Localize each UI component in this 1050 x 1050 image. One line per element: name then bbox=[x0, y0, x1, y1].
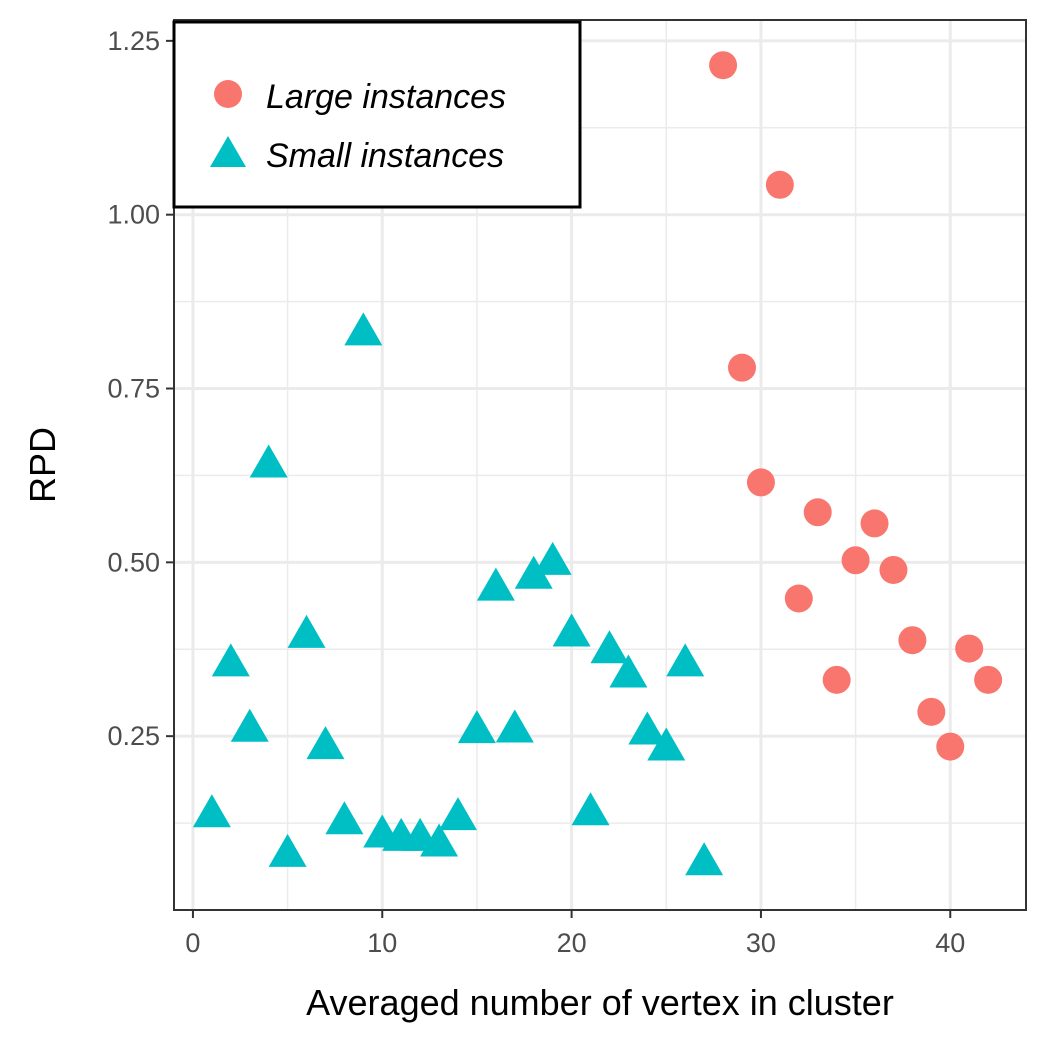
y-tick-label: 1.25 bbox=[107, 26, 160, 56]
point-small-instance bbox=[325, 801, 364, 835]
point-large-instance bbox=[898, 626, 927, 655]
point-small-instance bbox=[666, 643, 705, 677]
point-large-instance bbox=[822, 665, 851, 694]
data-points bbox=[192, 51, 1003, 876]
plot-border bbox=[173, 19, 1027, 911]
point-small-instance bbox=[571, 792, 610, 826]
point-small-instance bbox=[306, 726, 345, 760]
legend: Large instances Small instances bbox=[172, 20, 582, 209]
y-tick-label: 0.25 bbox=[107, 721, 160, 751]
point-large-instance bbox=[841, 546, 870, 575]
point-small-instance bbox=[590, 630, 629, 664]
point-large-instance bbox=[917, 697, 946, 726]
point-small-instance bbox=[685, 842, 724, 876]
legend-label-large-instances: Large instances bbox=[266, 78, 506, 116]
point-small-instance bbox=[192, 794, 231, 828]
axes: 0 10 20 30 40 0.25 0.50 0.75 1.00 1.25 bbox=[107, 26, 965, 958]
legend-box bbox=[172, 20, 582, 209]
point-small-instance bbox=[230, 708, 269, 742]
point-large-instance bbox=[974, 665, 1003, 694]
point-large-instance bbox=[860, 509, 889, 538]
y-tick-label: 0.50 bbox=[107, 547, 160, 577]
point-large-instance bbox=[936, 732, 965, 761]
point-small-instance bbox=[647, 727, 686, 761]
point-large-instance bbox=[784, 584, 813, 613]
point-small-instance bbox=[457, 710, 496, 744]
x-tick-label: 30 bbox=[746, 928, 776, 958]
point-small-instance bbox=[495, 709, 534, 743]
point-large-instance bbox=[728, 353, 756, 382]
point-large-instance bbox=[765, 170, 794, 199]
point-small-instance bbox=[476, 567, 515, 601]
point-large-instance bbox=[955, 634, 984, 663]
point-small-instance bbox=[287, 614, 326, 648]
point-small-instance bbox=[552, 613, 591, 647]
point-small-instance bbox=[268, 833, 307, 867]
x-tick-label: 20 bbox=[557, 928, 587, 958]
point-large-instance bbox=[709, 51, 738, 80]
point-small-instance bbox=[628, 711, 667, 745]
legend-label-small-instances: Small instances bbox=[266, 137, 504, 175]
legend-key-small-instances bbox=[210, 136, 246, 167]
point-large-instance bbox=[803, 498, 832, 527]
x-tick-label: 0 bbox=[185, 928, 200, 958]
x-axis-title: Averaged number of vertex in cluster bbox=[306, 982, 894, 1023]
point-small-instance bbox=[514, 555, 553, 589]
y-axis-title: RPD bbox=[22, 427, 63, 503]
point-large-instance bbox=[879, 555, 908, 584]
point-large-instance bbox=[746, 468, 775, 497]
point-small-instance bbox=[533, 541, 572, 575]
x-tick-label: 40 bbox=[935, 928, 965, 958]
point-small-instance bbox=[420, 823, 459, 857]
point-small-instance bbox=[344, 312, 383, 346]
point-small-instance bbox=[249, 444, 288, 478]
y-tick-label: 0.75 bbox=[107, 374, 160, 404]
y-tick-label: 1.00 bbox=[107, 200, 160, 230]
x-tick-label: 10 bbox=[367, 928, 397, 958]
point-small-instance bbox=[439, 797, 477, 831]
point-small-instance bbox=[609, 654, 648, 688]
point-small-instance bbox=[211, 643, 250, 677]
legend-key-large-instances bbox=[214, 80, 242, 108]
